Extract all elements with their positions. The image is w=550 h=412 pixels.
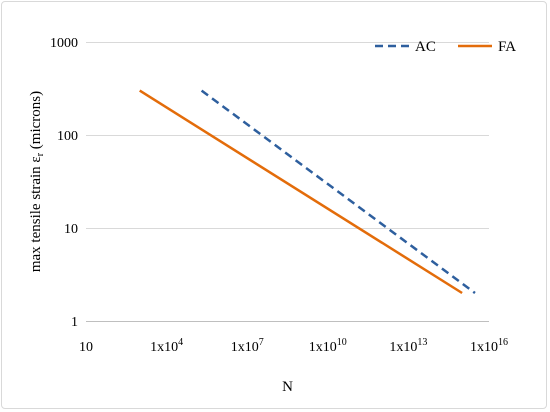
x-tick-label: 1x104 xyxy=(150,337,183,355)
series-line-ac xyxy=(200,89,476,295)
x-tick-label: 1x1013 xyxy=(389,337,427,355)
x-tick-labels: 10 1x104 1x107 1x1010 1x1013 1x1016 xyxy=(79,337,508,355)
x-tick-label: 1x1010 xyxy=(309,337,347,355)
y-axis-title-subscript: r xyxy=(35,152,46,156)
legend-ac-label: AC xyxy=(415,39,436,55)
grid-layer xyxy=(86,42,489,229)
x-tick-label: 10 xyxy=(79,340,93,355)
x-tick-label: 1x107 xyxy=(231,337,264,355)
x-axis-title: N xyxy=(282,379,293,395)
y-axis-title-suffix: (microns) xyxy=(28,91,44,153)
y-tick-label: 100 xyxy=(57,129,78,144)
legend: AC FA xyxy=(375,39,516,55)
legend-fa-label: FA xyxy=(498,39,516,55)
x-tick-label: 1x1016 xyxy=(470,337,508,355)
y-tick-label: 1000 xyxy=(50,36,78,51)
series-line-fa xyxy=(139,89,463,295)
y-tick-label: 1 xyxy=(71,315,78,330)
y-axis-title: max tensile strain εr (microns) xyxy=(28,91,46,272)
y-tick-labels: 1 10 100 1000 xyxy=(50,36,78,330)
series-layer xyxy=(139,89,476,295)
y-axis-title-main: max tensile strain ε xyxy=(28,156,44,272)
y-tick-label: 10 xyxy=(64,222,78,237)
